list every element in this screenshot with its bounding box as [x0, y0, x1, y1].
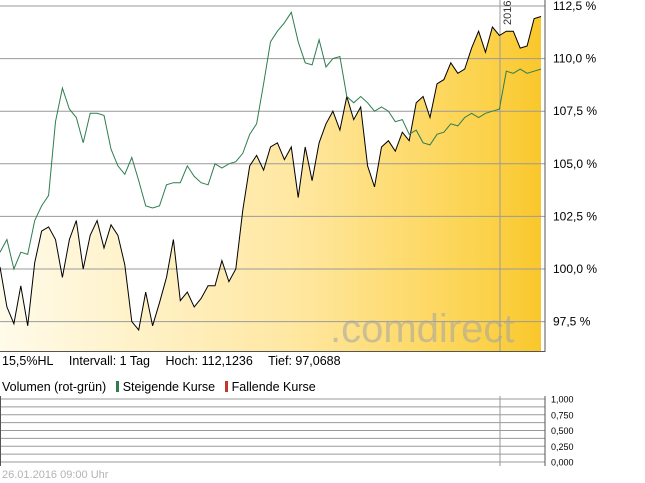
y-tick-label: 112,5 % — [553, 0, 596, 13]
volume-tick-label: 1,000 — [551, 396, 574, 405]
y-tick-label: 97,5 % — [553, 315, 591, 329]
volume-gridlines — [0, 398, 545, 463]
volume-tick-label: 0,500 — [551, 426, 574, 436]
comparison-line-green — [0, 11, 542, 271]
low-label: Tief: 97,0688 — [268, 354, 341, 368]
range-label: 15,5%HL — [2, 354, 54, 368]
volume-chart: 1,000 0,750 0,500 0,250 0,000 — [0, 396, 574, 468]
y-gridlines — [0, 5, 545, 323]
y-tick-label: 105,0 % — [553, 157, 597, 171]
volume-tick-label: 0,750 — [551, 410, 574, 420]
y-tick-label: 107,5 % — [553, 104, 597, 118]
price-area-fill — [0, 16, 541, 351]
y-tick-label: 110,0 % — [553, 52, 596, 66]
volume-axis-labels: 1,000 0,750 0,500 0,250 0,000 — [551, 396, 574, 468]
volume-title: Volumen (rot-grün) — [2, 380, 107, 394]
price-line-black — [0, 16, 542, 332]
rising-marker — [115, 381, 119, 392]
falling-legend-label: Fallende Kurse — [231, 380, 316, 394]
high-label: Hoch: 112,1236 — [165, 354, 253, 368]
timestamp: 26.01.2016 09:00 Uhr — [2, 469, 109, 481]
volume-legend: Volumen (rot-grün) Steigende Kurse Falle… — [2, 380, 316, 394]
chart-info-row: 15,5%HL Intervall: 1 Tag Hoch: 112,1236 … — [2, 354, 353, 368]
y-tick-label: 100,0 % — [553, 262, 597, 276]
rising-legend-label: Steigende Kurse — [122, 380, 216, 394]
watermark: .comdirect — [330, 307, 515, 351]
year-marker-label: 2016 — [502, 1, 514, 25]
y-tick-label: 102,5 % — [553, 209, 597, 223]
interval-label: Intervall: 1 Tag — [68, 354, 150, 368]
falling-marker — [224, 381, 228, 392]
y-axis-labels: 97,5 % 100,0 % 102,5 % 105,0 % 107,5 % 110,0 … — [553, 0, 597, 329]
volume-tick-label: 0,250 — [551, 442, 574, 452]
price-chart: 2016 .comdirect 97,5 % 100,0 % 102,5 % 105,… — [0, 0, 597, 352]
volume-tick-label: 0,000 — [551, 458, 574, 468]
